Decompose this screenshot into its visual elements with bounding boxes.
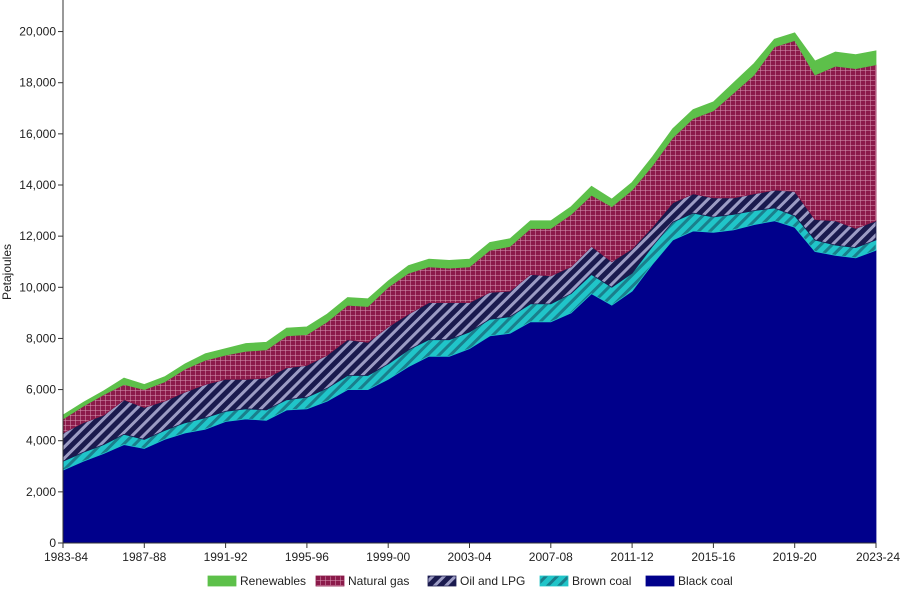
data-point-renewables[interactable] — [121, 375, 127, 381]
legend-item-black-coal[interactable]: Black coal — [645, 574, 733, 588]
data-point-renewables[interactable] — [182, 361, 188, 367]
data-point-renewables[interactable] — [304, 324, 310, 330]
legend-swatch — [207, 575, 237, 587]
data-point-renewables[interactable] — [873, 48, 879, 54]
legend-swatch — [315, 575, 345, 587]
legend-item-natural-gas[interactable]: Natural gas — [315, 574, 409, 588]
y-tick-label: 12,000 — [19, 229, 56, 243]
data-point-renewables[interactable] — [771, 36, 777, 42]
data-point-renewables[interactable] — [101, 388, 107, 394]
y-tick-label: 10,000 — [19, 280, 56, 294]
x-tick-label: 1991-92 — [204, 550, 248, 564]
data-point-renewables[interactable] — [548, 218, 554, 224]
data-point-renewables[interactable] — [649, 154, 655, 160]
data-point-renewables[interactable] — [141, 382, 147, 388]
data-point-renewables[interactable] — [568, 204, 574, 210]
data-point-renewables[interactable] — [243, 341, 249, 347]
data-point-renewables[interactable] — [812, 58, 818, 64]
areas-layer — [62, 30, 879, 544]
legend-item-renewables[interactable]: Renewables — [207, 574, 306, 588]
data-point-renewables[interactable] — [467, 256, 473, 262]
data-point-renewables[interactable] — [202, 351, 208, 357]
legend-swatch — [539, 575, 569, 587]
legend-label: Oil and LPG — [460, 574, 525, 588]
x-tick-label: 1999-00 — [366, 550, 410, 564]
x-tick-label: 2019-20 — [773, 550, 817, 564]
data-point-renewables[interactable] — [385, 278, 391, 284]
data-point-renewables[interactable] — [406, 263, 412, 269]
legend-label: Brown coal — [572, 574, 631, 588]
legend: Renewables Natural gas Oil and LPG Brown co… — [207, 574, 733, 588]
legend-item-oil-and-lpg[interactable]: Oil and LPG — [427, 574, 525, 588]
y-tick-label: 18,000 — [19, 76, 56, 90]
data-point-renewables[interactable] — [528, 218, 534, 224]
legend-label: Renewables — [240, 574, 306, 588]
data-point-renewables[interactable] — [324, 311, 330, 317]
axes-layer: 0 2,000 4,000 6,000 8,000 10,000 12,000 14,000 1… — [19, 0, 900, 564]
data-point-renewables[interactable] — [223, 346, 229, 352]
y-tick-label: 20,000 — [19, 25, 56, 39]
data-point-renewables[interactable] — [853, 52, 859, 58]
data-point-renewables[interactable] — [589, 183, 595, 189]
data-point-renewables[interactable] — [629, 179, 635, 185]
data-point-renewables[interactable] — [487, 240, 493, 246]
data-point-renewables[interactable] — [426, 256, 432, 262]
area-renewables[interactable] — [62, 32, 877, 420]
y-tick-label: 6,000 — [26, 383, 56, 397]
y-tick-label: 14,000 — [19, 178, 56, 192]
legend-item-brown-coal[interactable]: Brown coal — [539, 574, 631, 588]
data-point-renewables[interactable] — [792, 30, 798, 36]
y-tick-label: 16,000 — [19, 127, 56, 141]
x-tick-label: 2015-16 — [691, 550, 735, 564]
data-point-renewables[interactable] — [731, 80, 737, 86]
data-point-renewables[interactable] — [690, 107, 696, 113]
data-point-renewables[interactable] — [80, 399, 86, 405]
legend-swatch — [645, 575, 675, 587]
data-point-renewables[interactable] — [609, 196, 615, 202]
y-tick-label: 4,000 — [26, 434, 56, 448]
legend-label: Natural gas — [348, 574, 409, 588]
data-point-renewables[interactable] — [284, 325, 290, 331]
y-tick-label: 8,000 — [26, 331, 56, 345]
data-point-renewables[interactable] — [345, 295, 351, 301]
x-tick-label: 2007-08 — [529, 550, 573, 564]
x-tick-label: 1983-84 — [44, 550, 88, 564]
data-point-renewables[interactable] — [263, 339, 269, 345]
data-point-renewables[interactable] — [365, 296, 371, 302]
x-tick-label: 2003-04 — [447, 550, 491, 564]
y-tick-label: 2,000 — [26, 485, 56, 499]
x-tick-label: 2023-24 — [856, 550, 900, 564]
data-point-renewables[interactable] — [751, 61, 757, 67]
data-point-renewables[interactable] — [710, 99, 716, 105]
x-tick-label: 1995-96 — [285, 550, 329, 564]
y-axis-title: Petajoules — [0, 244, 14, 300]
data-point-renewables[interactable] — [832, 49, 838, 55]
legend-swatch — [427, 575, 457, 587]
x-tick-label: 2011-12 — [611, 550, 654, 564]
data-point-renewables[interactable] — [507, 236, 513, 242]
data-point-renewables[interactable] — [446, 257, 452, 263]
legend-label: Black coal — [678, 574, 733, 588]
data-point-renewables[interactable] — [162, 374, 168, 380]
x-tick-label: 1987-88 — [122, 550, 166, 564]
data-point-renewables[interactable] — [670, 126, 676, 132]
y-tick-label: 0 — [49, 536, 56, 550]
